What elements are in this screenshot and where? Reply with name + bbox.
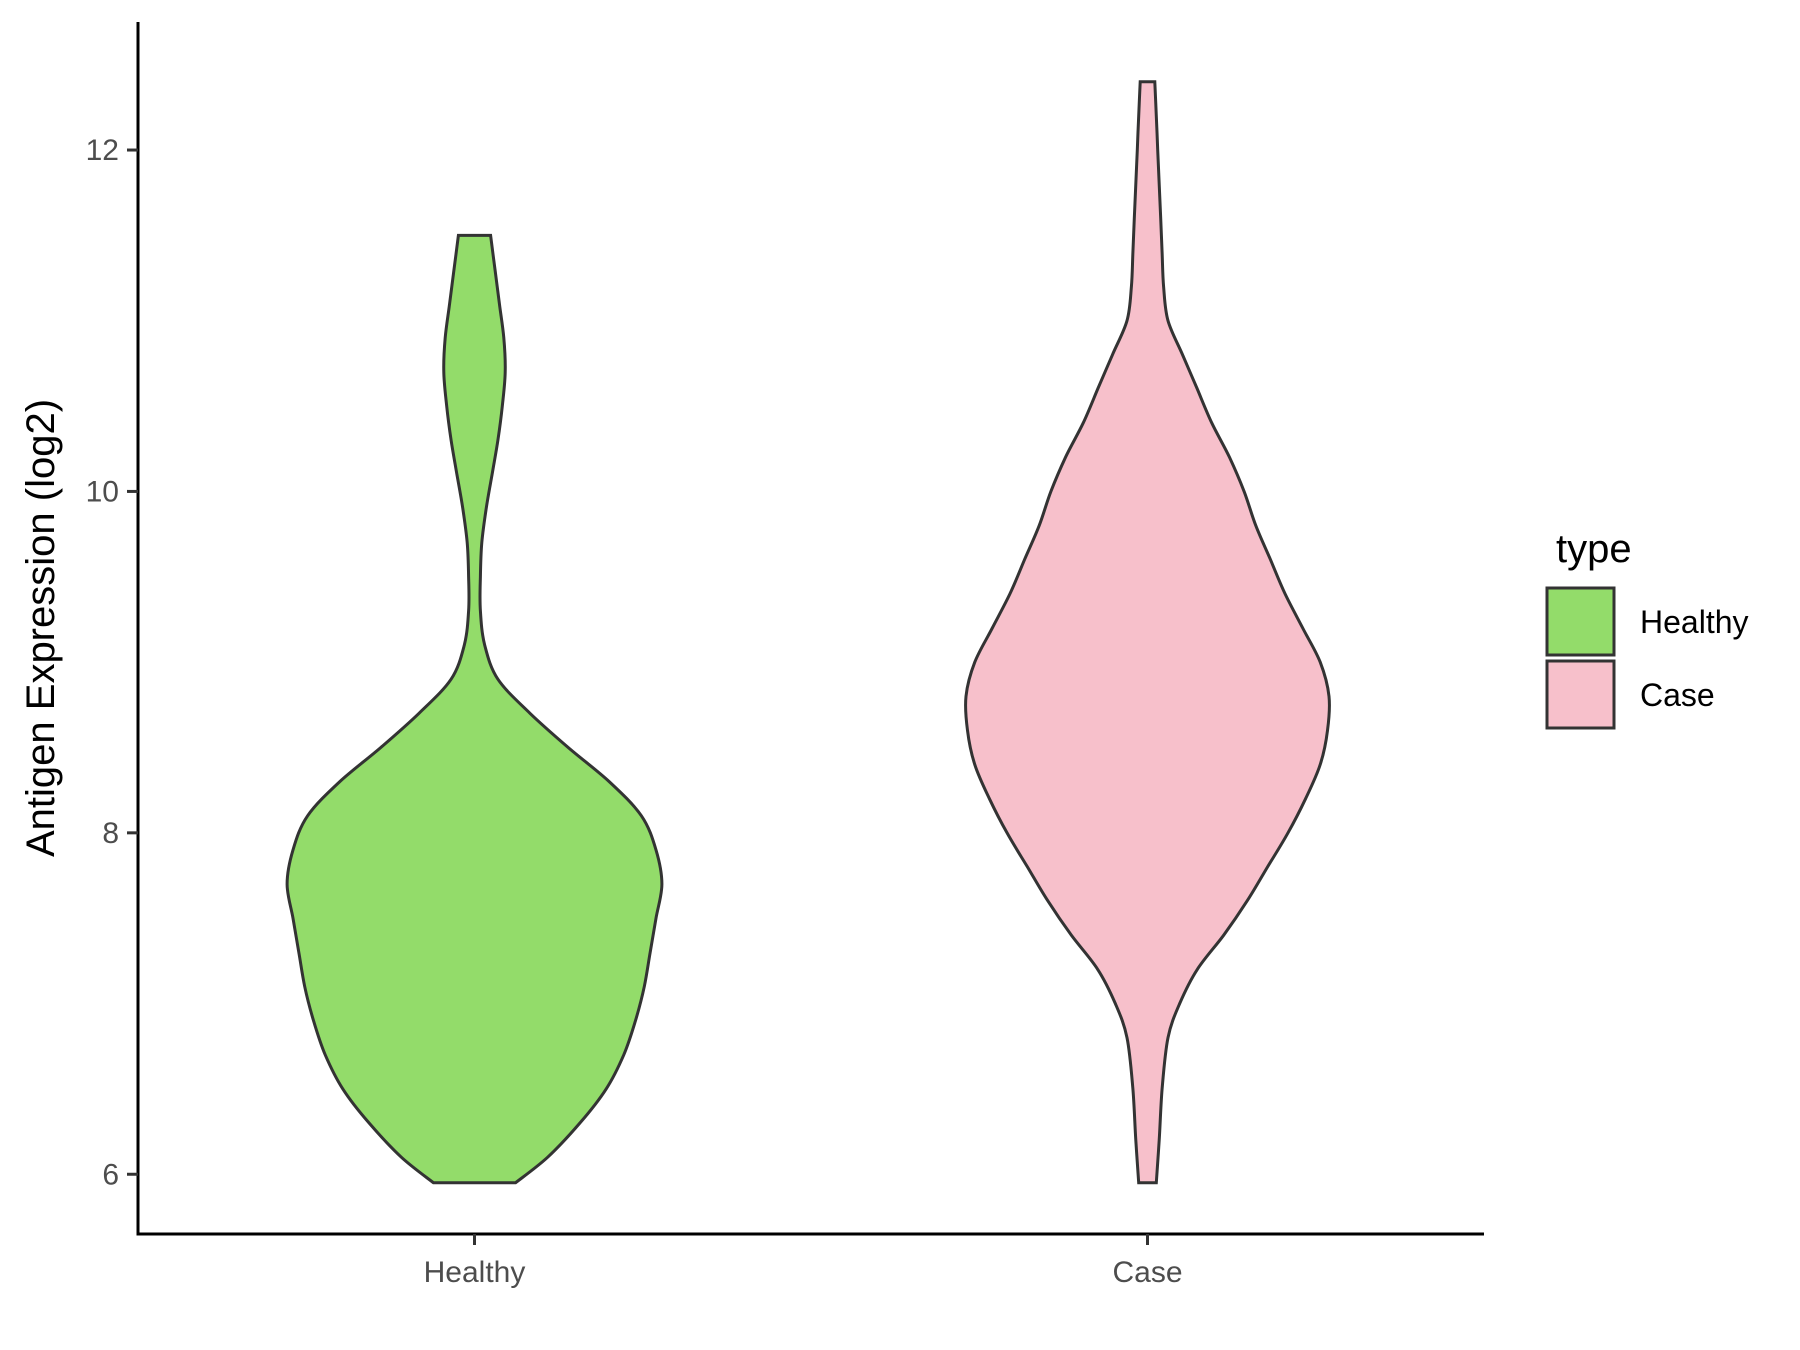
- violin-case: [964, 80, 1331, 1185]
- x-ticks: Healthy Case: [424, 1234, 1183, 1289]
- y-tick-label: 12: [86, 134, 119, 167]
- violin-healthy: [285, 233, 664, 1185]
- legend-label-case: Case: [1640, 677, 1715, 713]
- y-tick-label: 8: [102, 817, 119, 850]
- y-ticks: 6 8 10 12: [86, 134, 138, 1191]
- y-tick-label: 6: [102, 1158, 119, 1191]
- violins: [285, 80, 1331, 1185]
- legend: type Healthy Case: [1545, 527, 1749, 730]
- legend-key-case: [1545, 659, 1616, 730]
- y-axis-title: Antigen Expression (log2): [19, 399, 63, 857]
- x-tick-label: Case: [1112, 1256, 1182, 1289]
- legend-key-healthy: [1545, 586, 1616, 657]
- x-tick-label: Healthy: [424, 1256, 526, 1289]
- legend-title: type: [1556, 527, 1632, 571]
- legend-label-healthy: Healthy: [1640, 604, 1749, 640]
- y-tick-label: 10: [86, 475, 119, 508]
